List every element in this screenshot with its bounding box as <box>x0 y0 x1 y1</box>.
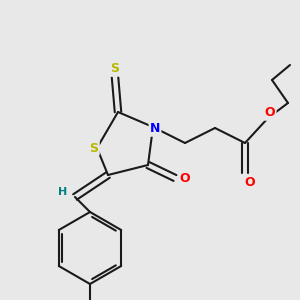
Text: N: N <box>150 122 160 136</box>
Text: O: O <box>180 172 190 184</box>
Text: O: O <box>265 106 275 119</box>
Text: H: H <box>58 187 68 197</box>
Text: S: S <box>89 142 98 154</box>
Text: O: O <box>245 176 255 190</box>
Text: S: S <box>110 62 119 76</box>
